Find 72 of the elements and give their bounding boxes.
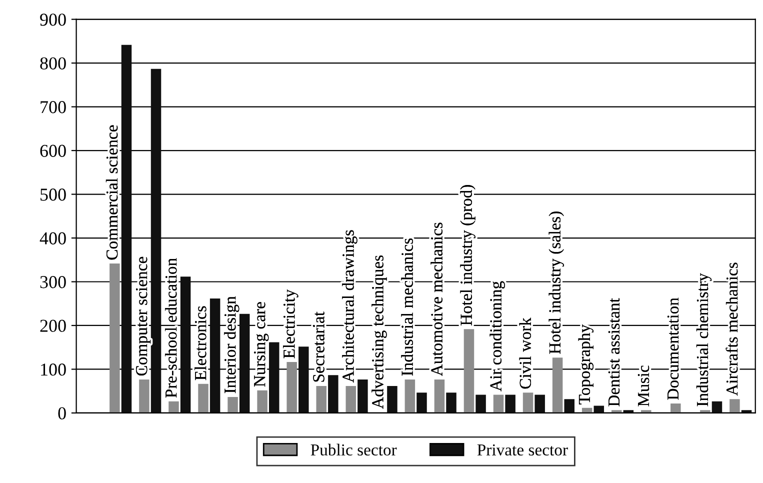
x-tick-label: Industrial mechanics [401, 238, 413, 376]
bar [730, 399, 740, 413]
x-tick-label: Computer science [136, 256, 151, 376]
x-tick-label: Air conditioning [490, 281, 505, 392]
bar [700, 410, 710, 413]
bar [121, 44, 132, 413]
bar [534, 394, 545, 413]
x-tick-label: Nursing care [254, 302, 269, 387]
bar [150, 68, 162, 413]
x-tick-label: Hotel industry (sales) [548, 212, 564, 354]
x-tick-label: Industrial chemistry [696, 273, 712, 406]
bar [346, 386, 356, 413]
bar [522, 392, 534, 413]
bar [416, 392, 427, 413]
y-tick-label: 300 [40, 276, 66, 288]
x-tick-label: Aircrafts mechanics [726, 262, 738, 396]
bar [712, 401, 722, 413]
bar [446, 392, 456, 413]
y-tick-label: 200 [40, 320, 66, 332]
x-tick-label: Advertising techniques [372, 256, 387, 409]
y-tick-label: 900 [40, 14, 66, 26]
x-tick-label: Hotel industry (prod) [460, 185, 476, 326]
x-tick-label: Civil work [519, 318, 532, 389]
bar [286, 362, 297, 413]
bar [476, 394, 486, 413]
y-tick-label: 100 [41, 363, 66, 376]
bar [228, 396, 238, 413]
bar [358, 379, 368, 413]
bar [582, 408, 592, 413]
y-tick-label: 400 [40, 232, 66, 244]
bar [641, 410, 652, 413]
x-tick-label: Architectural drawings [342, 230, 358, 383]
bar [594, 406, 604, 413]
x-tick-label: Pre-school education [164, 258, 177, 398]
bar [316, 386, 326, 413]
bar [110, 264, 120, 413]
bar [493, 394, 504, 413]
bar [387, 386, 398, 413]
bar [198, 384, 208, 413]
bar [257, 390, 268, 413]
x-tick-label: Commercial science [106, 125, 118, 260]
y-tick-label: 700 [40, 101, 66, 114]
x-tick-label: Interior design [224, 296, 240, 394]
bar [168, 401, 179, 413]
bar [464, 329, 474, 413]
bar [180, 276, 191, 413]
bar [298, 346, 309, 413]
x-tick-label: Automotive mechanics [430, 222, 442, 376]
bar [404, 379, 416, 413]
bar [210, 298, 220, 413]
x-tick-label: Topography [578, 324, 594, 404]
legend-label: Private sector [477, 444, 568, 456]
legend-label: Public sector [310, 444, 397, 456]
y-tick-label: 600 [40, 144, 66, 157]
x-tick-label: Dentist assistant [608, 298, 620, 406]
bar [239, 314, 250, 413]
bar [139, 379, 150, 413]
x-tick-label: Electronics [194, 306, 206, 380]
x-tick-label: Music [638, 366, 650, 406]
y-tick-label: 0 [58, 407, 66, 420]
y-tick-label: 500 [40, 188, 66, 201]
y-tick-label: 800 [40, 57, 66, 70]
bar [505, 394, 516, 413]
bar [552, 358, 563, 413]
x-tick-label: Electricity [283, 289, 298, 358]
x-tick-label: Documentation [667, 298, 679, 400]
bar [670, 404, 681, 413]
x-tick-label: Secretariat [313, 312, 324, 382]
bar [434, 379, 445, 413]
bar [564, 399, 574, 413]
bar [268, 342, 280, 413]
bar [328, 375, 338, 413]
